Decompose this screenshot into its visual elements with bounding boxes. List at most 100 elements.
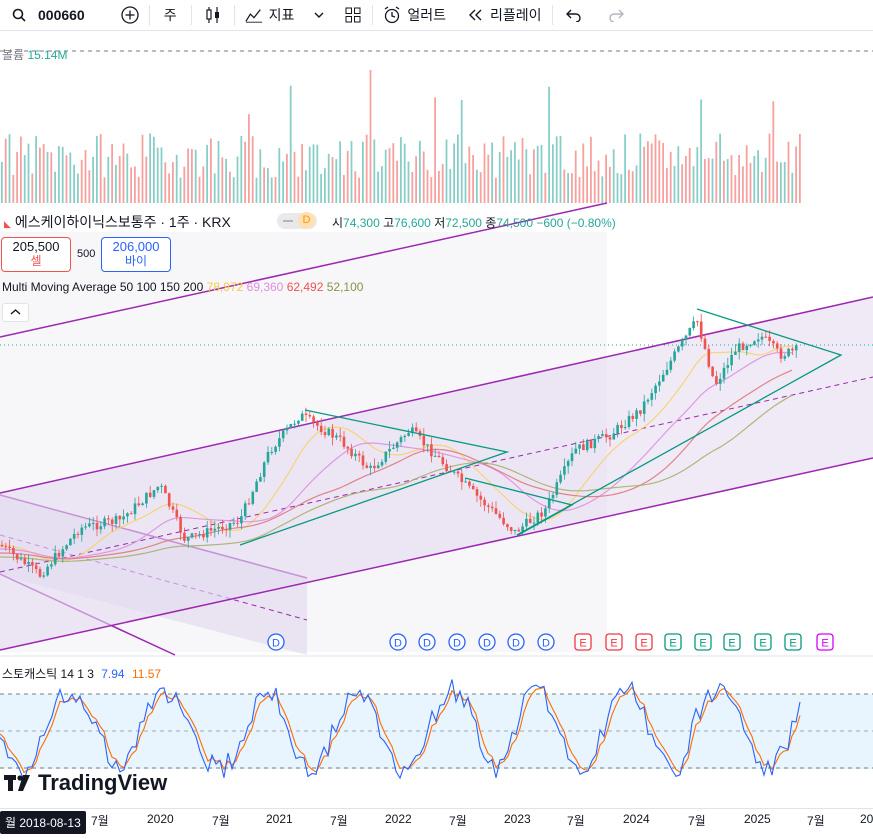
- chart-type-button[interactable]: [192, 0, 234, 30]
- tradingview-logo[interactable]: TradingView: [4, 770, 167, 796]
- sell-button[interactable]: 205,500 셀: [1, 237, 71, 272]
- earnings-marker[interactable]: E: [754, 633, 772, 651]
- volume-bar: [54, 171, 56, 203]
- candle-body: [266, 451, 270, 463]
- candle-body: [57, 552, 61, 557]
- candle-body: [8, 546, 11, 548]
- dividend-marker[interactable]: D: [389, 633, 407, 651]
- symbol-name[interactable]: 에스케이하이닉스보통주 · 1주 · KRX: [14, 214, 231, 230]
- volume-bar: [58, 146, 60, 203]
- candle-body: [544, 508, 547, 517]
- ma-legend[interactable]: Multi Moving Average 50 100 150 200 78,9…: [2, 280, 363, 294]
- dividend-marker[interactable]: D: [478, 633, 496, 651]
- candle-body: [323, 432, 327, 436]
- volume-bar: [764, 157, 767, 203]
- volume-bar: [742, 166, 744, 203]
- undo-button[interactable]: [553, 0, 595, 30]
- layout-button[interactable]: [334, 0, 372, 30]
- volume-bar: [628, 169, 630, 203]
- candle-body: [399, 437, 403, 443]
- indicators-dropdown[interactable]: [304, 0, 334, 30]
- candle-body: [31, 561, 34, 566]
- candle-body: [4, 546, 8, 548]
- earnings-marker[interactable]: E: [664, 633, 682, 651]
- candle-body: [72, 533, 76, 539]
- volume-bar: [654, 134, 657, 203]
- candle-body: [19, 558, 23, 560]
- interval-button[interactable]: 주: [163, 7, 177, 23]
- stoch-legend[interactable]: 스토캐스틱 14 1 3 7.94 11.57: [2, 665, 161, 682]
- candle-body: [259, 476, 262, 482]
- earnings-marker[interactable]: E: [694, 633, 712, 651]
- compare-button[interactable]: [111, 0, 149, 30]
- candle-body: [547, 498, 551, 509]
- earnings-marker[interactable]: E: [605, 633, 623, 651]
- volume-bar: [711, 158, 714, 203]
- indicators-button[interactable]: 지표: [235, 0, 305, 30]
- volume-bar: [225, 158, 227, 203]
- dividend-marker[interactable]: D: [507, 633, 525, 651]
- symbol-search[interactable]: 000660: [0, 0, 95, 30]
- collapse-legend-button[interactable]: [2, 303, 29, 322]
- candle-body: [756, 339, 760, 342]
- candle-body: [791, 348, 794, 351]
- candle-body: [433, 455, 437, 457]
- time-axis[interactable]: 월 2018-08-13 7월 2020 7월 2021 7월 2022 7월 …: [0, 808, 873, 839]
- moving-average-line: [0, 394, 793, 562]
- volume-bar: [354, 171, 357, 203]
- sell-label: 셀: [30, 254, 42, 268]
- candle-body: [589, 439, 593, 449]
- dividend-marker[interactable]: D: [537, 633, 555, 651]
- marker-letter: E: [669, 638, 676, 650]
- candle-body: [236, 522, 239, 524]
- low-label: 저: [434, 216, 446, 230]
- earnings-marker[interactable]: E: [635, 633, 653, 651]
- candle-body: [240, 516, 243, 524]
- earnings-marker[interactable]: E: [784, 633, 802, 651]
- volume-bar: [274, 177, 277, 203]
- ma-title: Multi Moving Average 50 100 150 200: [2, 280, 204, 294]
- buy-button[interactable]: 206,000 바이: [101, 237, 171, 272]
- candle-body: [213, 528, 217, 531]
- redo-button[interactable]: [595, 0, 637, 30]
- candle-body: [521, 526, 524, 532]
- candle-body: [129, 513, 133, 515]
- volume-bar: [308, 146, 311, 203]
- chart-canvas[interactable]: D D D D D D D E E E E E E E E E: [0, 31, 873, 838]
- volume-bar: [175, 154, 178, 203]
- marker-letter: E: [640, 638, 647, 650]
- candle-body: [635, 410, 638, 419]
- candle-body: [316, 421, 319, 426]
- alert-button[interactable]: 얼러트: [373, 0, 456, 30]
- delayed-badge: D: [298, 212, 315, 229]
- marker-letter: E: [789, 638, 796, 650]
- earnings-marker[interactable]: E: [574, 633, 592, 651]
- ma-value-2: 69,360: [246, 280, 284, 294]
- volume-bar: [540, 144, 543, 203]
- volume-bar: [525, 149, 528, 203]
- volume-bar: [791, 172, 794, 203]
- candle-body: [677, 346, 680, 352]
- indicators-label: 지표: [268, 7, 295, 23]
- candle-body: [65, 545, 68, 550]
- candle-body: [46, 566, 49, 576]
- volume-bar: [601, 176, 604, 203]
- dividend-marker[interactable]: D: [418, 633, 436, 651]
- dividend-marker[interactable]: D: [267, 633, 285, 651]
- candle-body: [354, 453, 357, 457]
- volume-bar: [677, 146, 680, 203]
- volume-bar: [502, 136, 505, 203]
- volume-bar: [506, 156, 509, 203]
- candle-body: [198, 534, 201, 536]
- triangle-patterns: [239, 308, 843, 546]
- volume-bar: [734, 175, 737, 203]
- session-pill[interactable]: D: [277, 212, 317, 229]
- dividend-marker[interactable]: D: [448, 633, 466, 651]
- candle-body: [608, 437, 612, 440]
- earnings-marker[interactable]: E: [816, 633, 834, 651]
- earnings-marker[interactable]: E: [723, 633, 741, 651]
- candle-body: [597, 436, 600, 439]
- close-label: 종: [485, 216, 497, 230]
- replay-button[interactable]: 리플레이: [456, 0, 552, 30]
